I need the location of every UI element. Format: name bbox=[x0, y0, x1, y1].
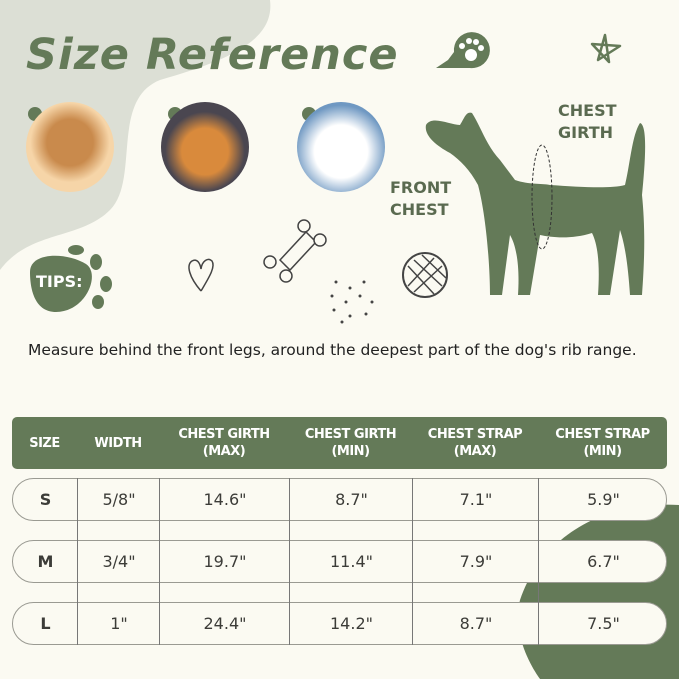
table-cell: 3/4" bbox=[102, 552, 136, 571]
table-cell: 14.6" bbox=[203, 490, 247, 509]
header-size: SIZE bbox=[29, 435, 60, 451]
table-cell: 24.4" bbox=[203, 614, 247, 633]
table-cell: L bbox=[40, 614, 51, 633]
table-cell: 8.7" bbox=[459, 614, 493, 633]
table-cell: 7.1" bbox=[459, 490, 493, 509]
table-row: M 3/4" 19.7" 11.4" 7.9" 6.7" bbox=[12, 540, 667, 583]
table-cell: 6.7" bbox=[587, 552, 620, 571]
table-cell: 8.7" bbox=[335, 490, 368, 509]
header-chest-girth-min: CHEST GIRTH (MIN) bbox=[304, 427, 397, 459]
table-cell: 7.5" bbox=[587, 614, 620, 633]
grey-blob bbox=[0, 0, 271, 270]
header-chest-strap-min: CHEST STRAP (MIN) bbox=[555, 427, 650, 459]
page-title: Size Reference bbox=[26, 30, 399, 80]
chest-girth-label: CHEST GIRTH bbox=[558, 101, 617, 142]
table-cell: 5.9" bbox=[587, 490, 620, 509]
table-cell: M bbox=[37, 552, 54, 571]
table-row: S 5/8" 14.6" 8.7" 7.1" 5.9" bbox=[12, 478, 667, 521]
column-divider bbox=[538, 478, 539, 645]
table-cell: 14.2" bbox=[330, 614, 373, 633]
table-cell: 11.4" bbox=[330, 552, 373, 571]
tips-label: TIPS: bbox=[36, 272, 83, 291]
bone-icon bbox=[263, 219, 327, 283]
header-chest-girth-max: CHEST GIRTH (MAX) bbox=[178, 427, 270, 459]
table-cell: 5/8" bbox=[102, 490, 136, 509]
table-cell: 19.7" bbox=[203, 552, 247, 571]
heart-icon bbox=[188, 258, 214, 292]
dots-decoration bbox=[330, 280, 374, 324]
yarn-ball-icon bbox=[402, 252, 448, 298]
table-cell: S bbox=[39, 490, 52, 509]
large-dog-photo bbox=[297, 102, 385, 192]
header-chest-strap-max: CHEST STRAP (MAX) bbox=[427, 427, 523, 459]
column-divider bbox=[289, 478, 290, 645]
tip-text: Measure behind the front legs, around th… bbox=[28, 341, 637, 359]
table-cell: 1" bbox=[110, 614, 128, 633]
front-chest-label: FRONT CHEST bbox=[390, 178, 452, 219]
paw-speech-bubble-icon bbox=[436, 32, 490, 69]
table-header: SIZE WIDTH CHEST GIRTH (MAX) CHEST GIRTH(… bbox=[12, 417, 667, 469]
column-divider bbox=[412, 478, 413, 645]
green-blob bbox=[517, 504, 679, 679]
table-cell: 7.9" bbox=[459, 552, 493, 571]
small-dog-photo bbox=[26, 102, 114, 192]
column-divider bbox=[159, 478, 160, 645]
table-row: L 1" 24.4" 14.2" 8.7" 7.5" bbox=[12, 602, 667, 645]
medium-dog-photo bbox=[161, 102, 249, 192]
column-divider bbox=[77, 478, 78, 645]
star-icon bbox=[590, 33, 622, 64]
tips-paw-icon bbox=[30, 245, 112, 312]
header-width: WIDTH bbox=[94, 435, 142, 451]
dog-silhouette bbox=[425, 112, 646, 295]
